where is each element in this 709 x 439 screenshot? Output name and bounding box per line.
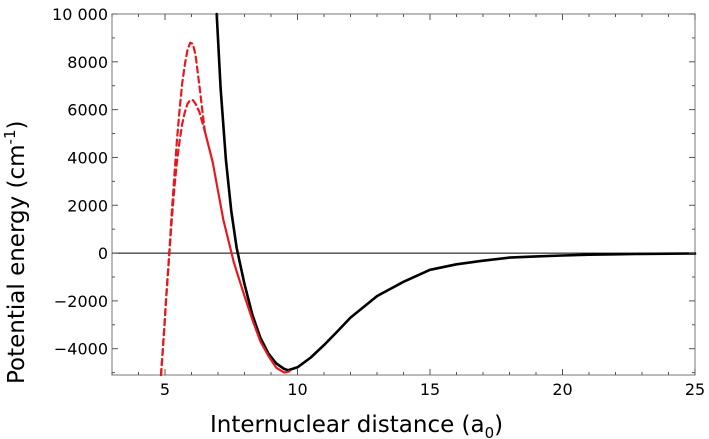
series-line-2-solid [203, 130, 291, 374]
y-axis-title: Potential energy (cm-1) [1, 121, 30, 385]
x-tick-label: 15 [420, 380, 440, 399]
plot-frame [111, 13, 696, 376]
y-tick-label: −2000 [54, 292, 108, 311]
x-tick-label: 25 [685, 380, 705, 399]
curves [159, 12, 697, 377]
x-axis-ticks: 5 10 15 20 25 [111, 14, 705, 399]
y-axis-ticks: −4000 −2000 0 2000 4000 6000 8000 10 000 [52, 5, 695, 374]
x-tick-label: 5 [160, 380, 170, 399]
series-line-4-dashed [159, 99, 206, 377]
series-line-1-solid [215, 12, 697, 372]
x-tick-label: 20 [552, 380, 572, 399]
y-tick-label: 8000 [67, 53, 108, 72]
y-tick-label: 2000 [67, 196, 108, 215]
series-line-3-dashed [159, 41, 206, 377]
y-tick-label: 0 [98, 244, 108, 263]
y-tick-label: 4000 [67, 148, 108, 167]
x-axis-title: Internuclear distance (a0) [210, 412, 503, 439]
y-tick-label: 6000 [67, 101, 108, 120]
y-tick-label: −4000 [54, 340, 108, 359]
x-tick-label: 10 [287, 380, 307, 399]
y-tick-label: 10 000 [52, 5, 108, 24]
